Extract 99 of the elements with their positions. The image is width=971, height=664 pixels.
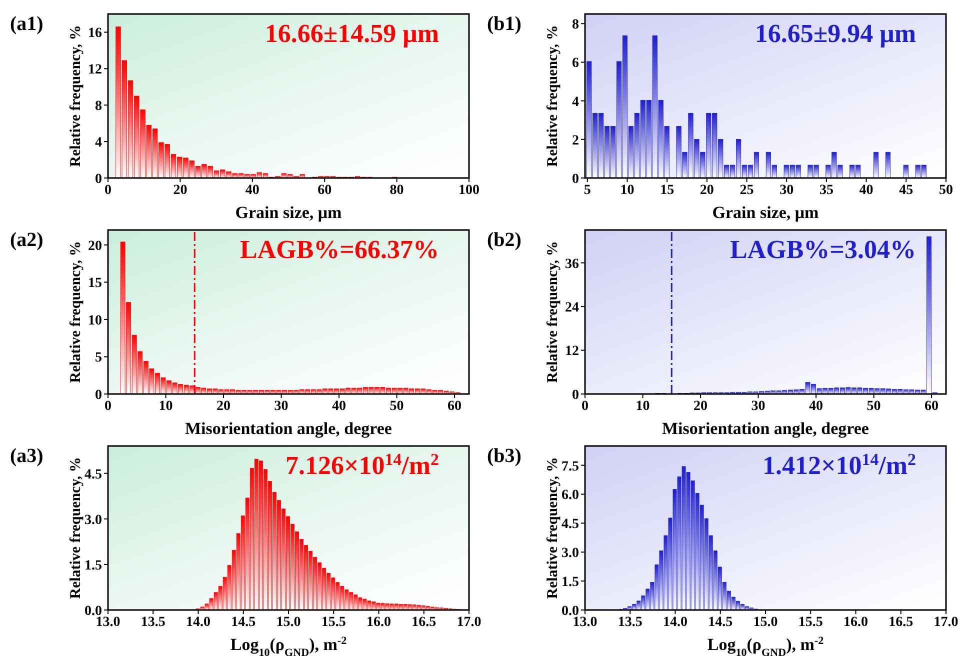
x-tick-label: 13.5 <box>140 614 166 630</box>
x-tick-label: 13.5 <box>618 614 642 630</box>
y-tick-label: 3.0 <box>84 512 102 528</box>
x-tick-label: 25 <box>740 182 754 198</box>
x-tick-label: 20 <box>173 182 188 198</box>
x-tick-label: 60 <box>448 398 462 414</box>
x-tick-label: 60 <box>318 182 332 198</box>
x-tick-label: 17.0 <box>934 614 958 630</box>
x-tick-label: 40 <box>809 398 824 414</box>
x-axis-title: Grain size, μm <box>712 203 819 222</box>
y-tick-label: 1.5 <box>84 558 102 574</box>
x-tick-label: 50 <box>866 398 881 414</box>
annotation: LAGB%=66.37% <box>240 235 439 264</box>
x-tick-label: 15.5 <box>321 614 346 630</box>
x-axis-title: Log$_{10}$(ρ$_{GND}$), m$^{-2}$ <box>707 635 824 659</box>
x-tick-label: 40 <box>245 182 260 198</box>
y-axis-title: Relative frequency, % <box>545 25 561 167</box>
x-axis-title: Log$_{10}$(ρ$_{GND}$), m$^{-2}$ <box>230 635 348 659</box>
x-tick-label: 30 <box>274 398 288 414</box>
text: (b3) <box>487 445 522 467</box>
y-axis-title: Relative frequency, % <box>68 241 84 383</box>
x-tick-label: 16.5 <box>412 614 436 630</box>
x-tick-label: 16.0 <box>844 614 868 630</box>
y-tick-label: 0 <box>95 388 102 403</box>
x-tick-label: 50 <box>390 398 404 414</box>
x-tick-label: 20 <box>700 182 714 198</box>
text: (a3) <box>10 445 44 467</box>
x-tick-label: 45 <box>899 182 914 198</box>
x-tick-label: 16.5 <box>888 614 914 630</box>
y-axis-title: Relative frequency, % <box>68 25 84 167</box>
y-tick-label: 4 <box>572 94 579 110</box>
annotation: 16.66±14.59 μm <box>264 19 440 48</box>
y-tick-label: 12 <box>88 62 102 78</box>
x-tick-label: 0 <box>582 398 588 414</box>
text: (a2) <box>10 229 44 251</box>
y-axis-title: Relative frequency, % <box>545 457 561 599</box>
annotation: 7.126×10$^{14}$/m$^{2}$ <box>285 450 439 480</box>
y-tick-label: 4.5 <box>562 517 579 532</box>
x-tick-label: 30 <box>751 398 766 414</box>
x-tick-label: 14.5 <box>231 614 256 630</box>
y-tick-label: 0 <box>572 172 579 187</box>
x-tick-label: 40 <box>332 398 346 414</box>
x-tick-label: 50 <box>939 182 953 198</box>
y-tick-label: 15 <box>88 276 102 292</box>
text: (b2) <box>487 229 522 251</box>
x-axis-title: Misorientation angle, degree <box>185 419 392 438</box>
x-tick-label: 17.0 <box>456 614 482 630</box>
x-tick-label: 60 <box>924 398 939 414</box>
y-tick-label: 24 <box>565 300 579 316</box>
x-tick-label: 13.0 <box>96 614 120 630</box>
x-tick-label: 20 <box>216 398 231 414</box>
x-tick-label: 15 <box>660 182 674 198</box>
y-tick-label: 0 <box>95 172 102 187</box>
x-axis-title: Misorientation angle, degree <box>662 419 870 438</box>
x-tick-label: 14.5 <box>708 614 733 630</box>
annotation: 16.65±9.94 μm <box>754 19 916 48</box>
y-tick-label: 8 <box>572 18 579 33</box>
x-tick-label: 0 <box>104 398 112 414</box>
y-tick-label: 20 <box>88 238 102 254</box>
x-tick-label: 40 <box>859 182 874 198</box>
x-tick-label: 14.0 <box>663 614 688 630</box>
y-axis-title: Relative frequency, % <box>545 241 561 383</box>
y-tick-label: 0 <box>572 388 579 403</box>
y-tick-label: 16 <box>88 26 102 42</box>
y-tick-label: 6 <box>572 56 579 72</box>
y-tick-label: 36 <box>565 256 579 272</box>
x-tick-label: 30 <box>780 182 794 198</box>
x-tick-label: 15.0 <box>276 614 301 630</box>
text: (a1) <box>10 13 44 35</box>
x-tick-label: 10 <box>636 398 650 414</box>
y-tick-label: 7.5 <box>562 459 579 474</box>
y-tick-label: 8 <box>95 99 102 114</box>
y-tick-label: 10 <box>88 313 102 328</box>
y-tick-label: 4.5 <box>84 467 102 482</box>
y-tick-label: 2 <box>572 133 579 148</box>
y-axis-title: Relative frequency, % <box>68 457 84 599</box>
y-tick-label: 6.0 <box>562 488 579 504</box>
x-tick-label: 0 <box>104 182 112 198</box>
x-tick-label: 14.0 <box>186 614 210 630</box>
x-tick-label: 10 <box>620 182 634 198</box>
x-tick-label: 80 <box>390 182 404 198</box>
y-tick-label: 12 <box>565 344 579 360</box>
x-axis-title: Grain size, μm <box>235 203 342 222</box>
y-tick-label: 3.0 <box>562 546 579 562</box>
y-tick-label: 1.5 <box>562 575 579 590</box>
x-tick-label: 20 <box>694 398 708 414</box>
y-tick-label: 4 <box>95 136 102 151</box>
x-tick-label: 16.0 <box>366 614 391 630</box>
annotation: LAGB%=3.04% <box>730 235 916 264</box>
x-tick-label: 35 <box>819 182 834 198</box>
x-tick-label: 15.0 <box>753 614 778 630</box>
x-tick-label: 13.0 <box>572 614 598 630</box>
text: (b1) <box>487 13 522 35</box>
annotation: 1.412×10$^{14}$/m$^{2}$ <box>762 450 916 480</box>
x-tick-label: 15.5 <box>798 614 823 630</box>
y-tick-label: 5 <box>95 350 102 366</box>
x-tick-label: 100 <box>458 182 480 198</box>
x-tick-label: 10 <box>158 398 173 414</box>
x-tick-label: 5 <box>584 182 591 198</box>
